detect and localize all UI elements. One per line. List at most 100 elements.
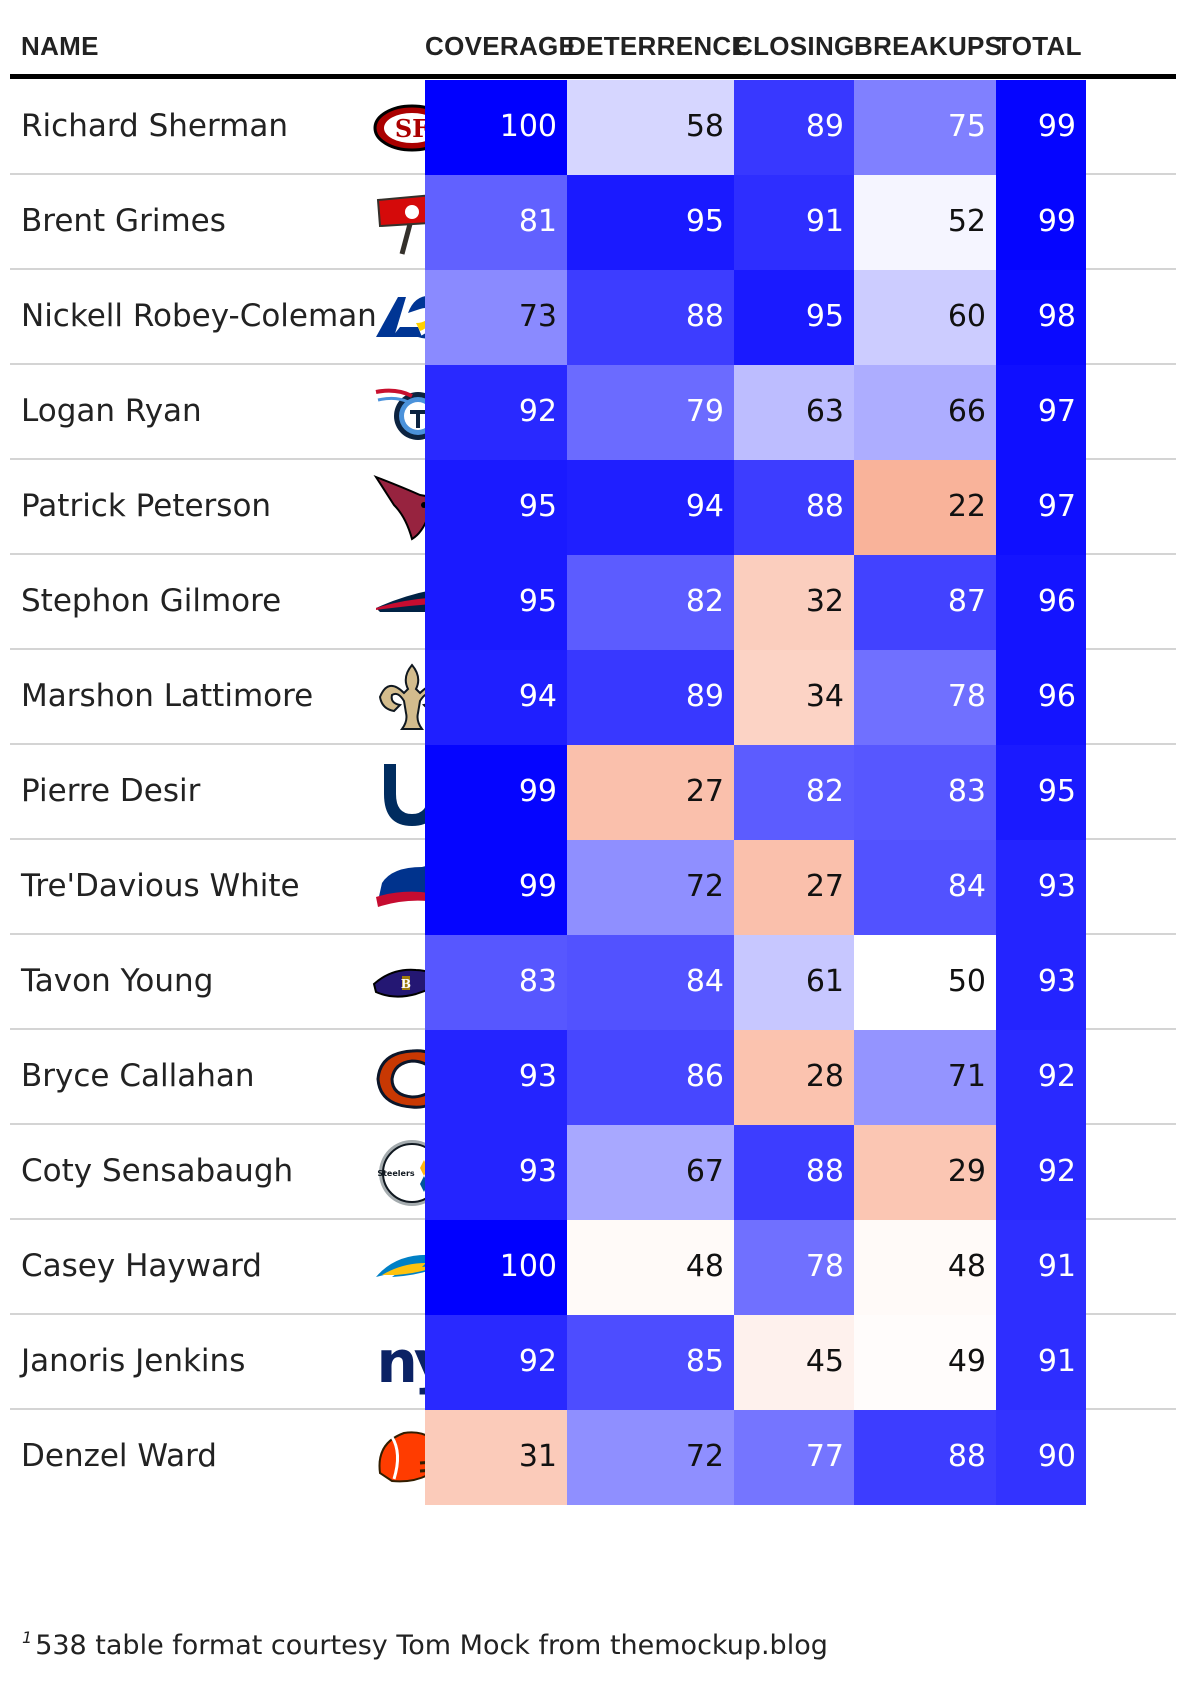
player-name: Janoris Jenkins [21,1343,246,1379]
table-row: Brent Grimes 81 95 91 52 99 [10,175,1176,270]
player-name: Pierre Desir [21,773,201,809]
header-total: TOTAL [996,31,1082,61]
deterrence-cell: 84 [567,935,734,1030]
breakups-cell: 29 [854,1125,996,1220]
player-name: Logan Ryan [21,393,202,429]
player-name: Tavon Young [21,963,214,999]
coverage-cell: 94 [425,650,567,745]
header-name: NAME [21,31,99,61]
table-row: Janoris Jenkins ny 92 85 45 49 91 [10,1315,1176,1410]
breakups-cell: 87 [854,555,996,650]
svg-text:B: B [401,977,411,991]
total-cell: 98 [996,270,1086,365]
breakups-cell: 50 [854,935,996,1030]
breakups-cell: 84 [854,840,996,935]
breakups-cell: 49 [854,1315,996,1410]
table-row: Marshon Lattimore 94 89 34 78 96 [10,650,1176,745]
closing-cell: 82 [734,745,854,840]
breakups-cell: 52 [854,175,996,270]
player-name: Patrick Peterson [21,488,272,524]
total-cell: 96 [996,650,1086,745]
closing-cell: 63 [734,365,854,460]
player-name: Marshon Lattimore [21,678,314,714]
header-breakups: BREAKUPS [854,31,1003,61]
breakups-cell: 71 [854,1030,996,1125]
coverage-cell: 99 [425,840,567,935]
table-row: Pierre Desir 99 27 82 83 95 [10,745,1176,840]
breakups-cell: 60 [854,270,996,365]
deterrence-cell: 72 [567,840,734,935]
breakups-cell: 78 [854,650,996,745]
coverage-cell: 83 [425,935,567,1030]
total-cell: 97 [996,365,1086,460]
table-row: Tavon Young B 83 84 61 50 93 [10,935,1176,1030]
deterrence-cell: 82 [567,555,734,650]
table-row: Bryce Callahan 93 86 28 71 92 [10,1030,1176,1125]
table-row: Coty Sensabaugh Steelers 93 67 88 29 92 [10,1125,1176,1220]
deterrence-cell: 85 [567,1315,734,1410]
header-rule [10,74,1176,79]
total-cell: 97 [996,460,1086,555]
total-cell: 92 [996,1030,1086,1125]
coverage-cell: 95 [425,460,567,555]
table-row: Richard Sherman SF 100 58 89 75 99 [10,80,1176,175]
player-name: Richard Sherman [21,108,289,144]
coverage-cell: 93 [425,1030,567,1125]
coverage-cell: 92 [425,1315,567,1410]
closing-cell: 95 [734,270,854,365]
closing-cell: 61 [734,935,854,1030]
deterrence-cell: 86 [567,1030,734,1125]
table-row: Nickell Robey-Coleman 73 88 95 60 98 [10,270,1176,365]
closing-cell: 34 [734,650,854,745]
total-cell: 95 [996,745,1086,840]
closing-cell: 89 [734,80,854,175]
closing-cell: 27 [734,840,854,935]
chargers-logo [372,1233,452,1303]
closing-cell: 28 [734,1030,854,1125]
svg-text:Steelers: Steelers [377,1169,415,1178]
closing-cell: 45 [734,1315,854,1410]
table-row: Tre'Davious White 99 72 27 84 93 [10,840,1176,935]
total-cell: 91 [996,1315,1086,1410]
total-cell: 92 [996,1125,1086,1220]
player-name: Coty Sensabaugh [21,1153,294,1189]
total-cell: 99 [996,175,1086,270]
coverage-cell: 95 [425,555,567,650]
deterrence-cell: 79 [567,365,734,460]
player-name: Denzel Ward [21,1438,217,1474]
coverage-cell: 31 [425,1410,567,1505]
closing-cell: 32 [734,555,854,650]
coverage-cell: 81 [425,175,567,270]
breakups-cell: 83 [854,745,996,840]
closing-cell: 91 [734,175,854,270]
deterrence-cell: 72 [567,1410,734,1505]
total-cell: 91 [996,1220,1086,1315]
svg-text:SF: SF [395,114,429,143]
table-row: Stephon Gilmore 95 82 32 87 96 [10,555,1176,650]
deterrence-cell: 48 [567,1220,734,1315]
total-cell: 99 [996,80,1086,175]
deterrence-cell: 89 [567,650,734,745]
header-closing: CLOSING [734,31,855,61]
total-cell: 93 [996,840,1086,935]
footnote-text: 538 table format courtesy Tom Mock from … [35,1630,828,1661]
total-cell: 96 [996,555,1086,650]
deterrence-cell: 67 [567,1125,734,1220]
closing-cell: 88 [734,1125,854,1220]
closing-cell: 77 [734,1410,854,1505]
table-row: Patrick Peterson 95 94 88 22 97 [10,460,1176,555]
player-name: Nickell Robey-Coleman [21,298,377,334]
header-coverage: COVERAGE [425,31,577,61]
deterrence-cell: 95 [567,175,734,270]
coverage-cell: 73 [425,270,567,365]
player-name: Tre'Davious White [21,868,300,904]
coverage-cell: 100 [425,80,567,175]
table-row: Casey Hayward 100 48 78 48 91 [10,1220,1176,1315]
closing-cell: 88 [734,460,854,555]
breakups-cell: 75 [854,80,996,175]
coverage-cell: 93 [425,1125,567,1220]
total-cell: 93 [996,935,1086,1030]
table-row: Denzel Ward 31 72 77 88 90 [10,1410,1176,1505]
footnote: 1 538 table format courtesy Tom Mock from… [22,1628,828,1661]
player-name: Casey Hayward [21,1248,262,1284]
